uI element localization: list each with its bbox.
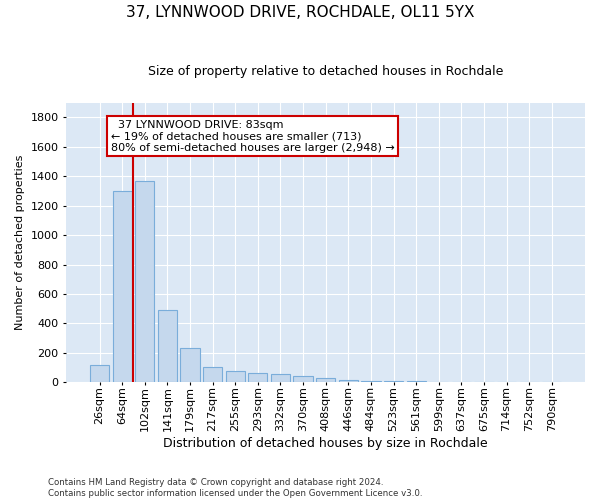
Bar: [113, 191, 132, 382]
Bar: [316, 378, 335, 382]
Bar: [338, 380, 358, 382]
Y-axis label: Number of detached properties: Number of detached properties: [15, 155, 25, 330]
X-axis label: Distribution of detached houses by size in Rochdale: Distribution of detached houses by size …: [163, 437, 488, 450]
Bar: [271, 374, 290, 382]
Bar: [293, 376, 313, 382]
Title: Size of property relative to detached houses in Rochdale: Size of property relative to detached ho…: [148, 65, 503, 78]
Text: Contains HM Land Registry data © Crown copyright and database right 2024.
Contai: Contains HM Land Registry data © Crown c…: [48, 478, 422, 498]
Bar: [248, 372, 268, 382]
Bar: [158, 310, 177, 382]
Text: 37, LYNNWOOD DRIVE, ROCHDALE, OL11 5YX: 37, LYNNWOOD DRIVE, ROCHDALE, OL11 5YX: [126, 5, 474, 20]
Bar: [90, 364, 109, 382]
Bar: [135, 180, 154, 382]
Bar: [181, 348, 200, 382]
Bar: [203, 368, 222, 382]
Text: 37 LYNNWOOD DRIVE: 83sqm
← 19% of detached houses are smaller (713)
80% of semi-: 37 LYNNWOOD DRIVE: 83sqm ← 19% of detach…: [111, 120, 395, 153]
Bar: [226, 371, 245, 382]
